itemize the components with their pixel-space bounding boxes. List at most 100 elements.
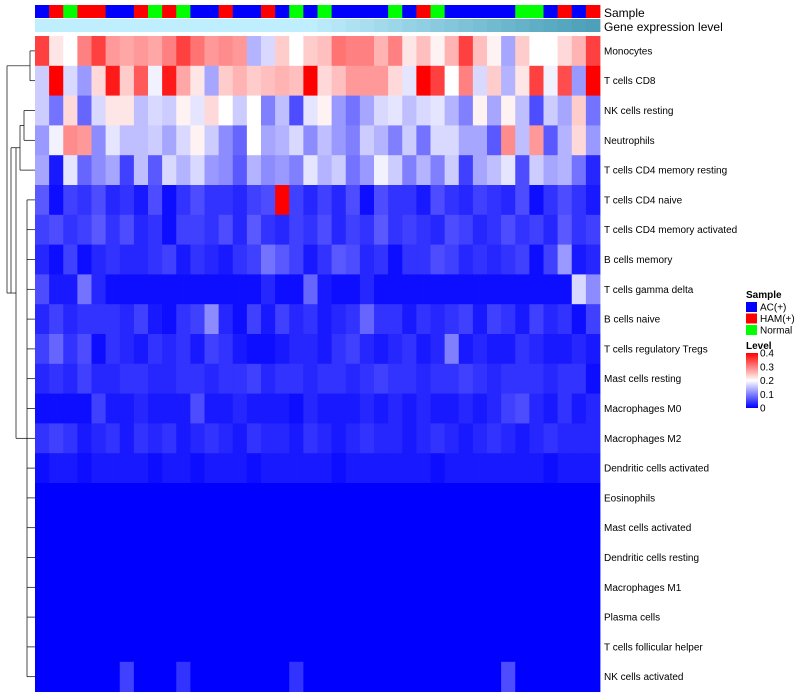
heatmap-cell	[63, 155, 78, 186]
expression-annotation-cell	[317, 19, 333, 32]
heatmap-cell	[487, 453, 502, 484]
heatmap-cell	[63, 542, 78, 573]
heatmap-cell	[303, 65, 318, 96]
row-label: T cells CD4 naive	[604, 195, 683, 206]
heatmap-cell	[261, 95, 276, 126]
sample-annotation-cell	[317, 5, 333, 18]
heatmap-cell	[529, 304, 544, 335]
heatmap-cell	[303, 453, 318, 484]
heatmap-cell	[374, 602, 389, 633]
heatmap-cell	[246, 125, 262, 156]
heatmap-cell	[359, 274, 375, 305]
heatmap-cell	[148, 483, 163, 514]
heatmap-cell	[317, 185, 333, 216]
heatmap-cell	[133, 542, 149, 573]
heatmap-cell	[303, 125, 318, 156]
level-legend-ticks: 0.4 0.3 0.2 0.1 0	[760, 349, 774, 415]
heatmap-cell	[162, 155, 177, 186]
heatmap-cell	[162, 423, 177, 454]
heatmap-cell	[105, 304, 121, 335]
heatmap-cell	[119, 363, 135, 394]
heatmap-cell	[105, 185, 121, 216]
heatmap-cell	[218, 65, 234, 96]
heatmap-cell	[585, 125, 601, 156]
heatmap-cell	[359, 542, 375, 573]
heatmap-cell	[585, 542, 601, 573]
heatmap-cell	[529, 185, 544, 216]
heatmap-cell	[289, 244, 304, 275]
heatmap-cell	[331, 334, 347, 365]
heatmap-cell	[359, 453, 375, 484]
heatmap-cell	[176, 632, 191, 663]
heatmap-cell	[148, 423, 163, 454]
heatmap-cell	[275, 65, 290, 96]
heatmap-cell	[35, 393, 50, 424]
expression-annotation-cell	[345, 19, 361, 32]
heatmap-cell	[444, 36, 460, 67]
heatmap-cell	[105, 363, 121, 394]
heatmap-cell	[430, 65, 446, 96]
heatmap-cell	[119, 572, 135, 603]
heatmap-cell	[105, 572, 121, 603]
expression-annotation-cell	[91, 19, 107, 32]
heatmap-cell	[218, 483, 234, 514]
heatmap-cell	[501, 661, 516, 692]
heatmap-cell	[35, 542, 50, 573]
row-label: B cells naive	[604, 315, 661, 326]
heatmap-cell	[585, 661, 601, 692]
heatmap-cell	[49, 304, 64, 335]
heatmap-cell	[275, 363, 290, 394]
heatmap-cell	[190, 244, 205, 275]
heatmap-cell	[515, 304, 530, 335]
heatmap-cell	[374, 453, 389, 484]
heatmap-cell	[91, 632, 107, 663]
heatmap-cell	[416, 542, 431, 573]
heatmap-cell	[487, 244, 502, 275]
heatmap-cell	[176, 244, 191, 275]
heatmap-cell	[49, 36, 64, 67]
heatmap-cell	[49, 334, 64, 365]
heatmap-cell	[444, 453, 460, 484]
heatmap-cell	[275, 214, 290, 245]
heatmap-cell	[148, 334, 163, 365]
heatmap-cell	[444, 95, 460, 126]
heatmap-cell	[91, 155, 107, 186]
sample-annotation-cell	[232, 5, 248, 18]
heatmap-cell	[218, 363, 234, 394]
heatmap-cell	[63, 363, 78, 394]
heatmap-cell	[63, 393, 78, 424]
heatmap-cell	[501, 542, 516, 573]
heatmap-cell	[275, 453, 290, 484]
heatmap-cell	[63, 632, 78, 663]
heatmap-cell	[289, 542, 304, 573]
heatmap-cell	[472, 334, 488, 365]
level-tick-label: 0	[760, 404, 766, 415]
heatmap-cell	[515, 274, 530, 305]
heatmap-cell	[190, 214, 205, 245]
heatmap-cell	[303, 334, 318, 365]
expression-annotation-cell	[105, 19, 121, 32]
expression-annotation-cell	[331, 19, 347, 32]
heatmap-cell	[430, 244, 446, 275]
sample-annotation-cell	[543, 5, 559, 18]
heatmap-cell	[91, 274, 107, 305]
heatmap-cell	[374, 214, 389, 245]
expression-annotation-cell	[218, 19, 234, 32]
heatmap-cell	[345, 363, 361, 394]
heatmap-cell	[529, 542, 544, 573]
heatmap-cell	[515, 661, 530, 692]
heatmap-cell	[359, 214, 375, 245]
heatmap-cell	[331, 602, 347, 633]
heatmap-cell	[571, 393, 587, 424]
heatmap-cell	[190, 632, 205, 663]
heatmap-cell	[204, 512, 220, 543]
heatmap-cell	[63, 304, 78, 335]
heatmap-cell	[261, 393, 276, 424]
heatmap-cell	[331, 95, 347, 126]
heatmap-cell	[63, 334, 78, 365]
heatmap-cell	[444, 572, 460, 603]
heatmap-cell	[35, 483, 50, 514]
heatmap-cell	[63, 572, 78, 603]
heatmap-cell	[416, 483, 431, 514]
